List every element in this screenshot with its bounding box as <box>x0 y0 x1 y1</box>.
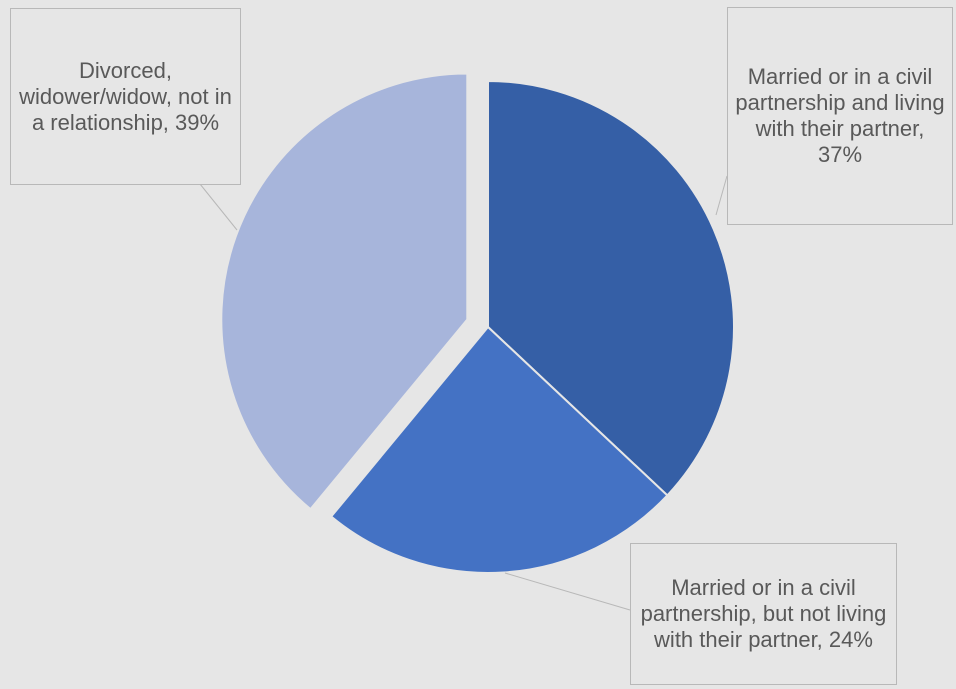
data-label-slice-2: Married or in a civil partnership, but n… <box>630 543 897 685</box>
leader-line-3 <box>199 183 238 231</box>
pie-slice-1 <box>487 79 735 497</box>
pie-slice-2 <box>329 325 669 574</box>
data-label-slice-2-text: Married or in a civil partnership, but n… <box>640 575 887 652</box>
data-label-slice-3-text: Divorced, widower/widow, not in a relati… <box>19 57 232 135</box>
data-label-slice-1: Married or in a civil partnership and li… <box>727 7 953 225</box>
leader-line-1 <box>715 175 728 216</box>
leader-line-2 <box>504 572 631 611</box>
data-label-slice-1-text: Married or in a civil partnership and li… <box>735 64 945 167</box>
pie-slice-3 <box>220 72 469 511</box>
data-label-slice-3: Divorced, widower/widow, not in a relati… <box>10 8 241 185</box>
